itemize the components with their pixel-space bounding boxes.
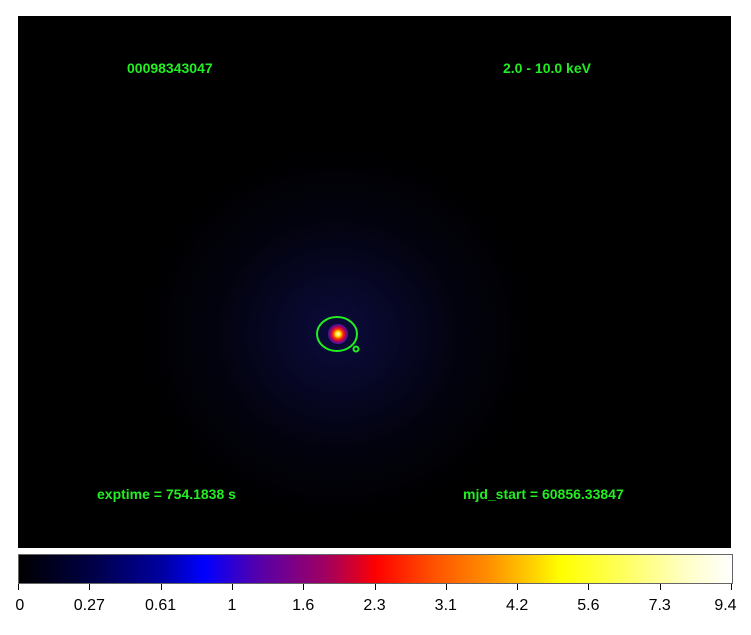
colorbar-tick-label: 1.6 <box>292 597 315 614</box>
colorbar-tick <box>89 584 91 590</box>
obsid-label: 00098343047 <box>127 60 213 76</box>
colorbar-tick-label: 0.27 <box>73 597 105 614</box>
background-emission <box>18 16 731 548</box>
colorbar-tick-label: 0.61 <box>145 597 177 614</box>
colorbar-tick <box>374 584 376 590</box>
colorbar-tick <box>731 584 732 590</box>
xray-image: 00098343047 2.0 - 10.0 keV exptime = 754… <box>18 16 731 548</box>
mjd-start-label: mjd_start = 60856.33847 <box>463 486 624 502</box>
colorbar-tick-label: 5.6 <box>577 597 600 614</box>
colorbar-tick-label: 3.1 <box>434 597 457 614</box>
energy-band-label: 2.0 - 10.0 keV <box>503 60 591 76</box>
colorbar-tick <box>160 584 162 590</box>
colorbar-tick <box>517 584 519 590</box>
colorbar-tick <box>659 584 661 590</box>
colorbar-tick-label: 9.4 <box>714 597 737 614</box>
small-region-circle <box>352 345 360 353</box>
colorbar-tick <box>231 584 233 590</box>
colorbar-tick-label: 4.2 <box>505 597 529 614</box>
colorbar-tick <box>445 584 447 590</box>
colorbar-tick <box>588 584 590 590</box>
region-overlay <box>316 316 360 353</box>
colorbar-tick-label: 1 <box>227 597 237 614</box>
source-region-ellipse <box>316 316 358 352</box>
colorbar-tick-label: 0 <box>15 597 25 614</box>
colorbar-tick <box>303 584 305 590</box>
source <box>328 324 348 344</box>
colorbar <box>18 554 733 584</box>
colorbar-tick <box>18 584 19 590</box>
colorbar-tick-label: 2.3 <box>363 597 386 614</box>
colorbar-tick-label: 7.3 <box>648 597 671 614</box>
exptime-label: exptime = 754.1838 s <box>97 486 236 502</box>
